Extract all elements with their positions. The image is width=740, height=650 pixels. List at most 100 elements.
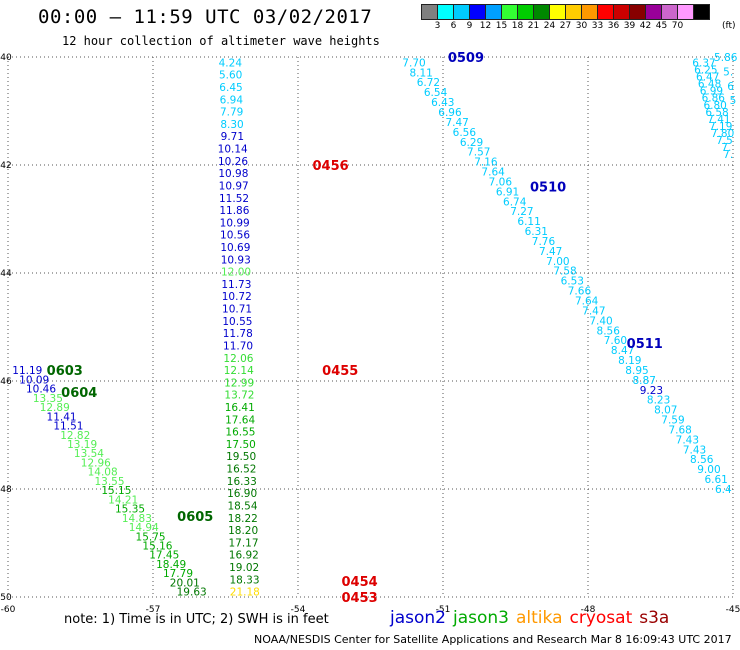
swh-value: 7.70 [402, 57, 425, 69]
swh-value: 6.61 [704, 474, 727, 486]
lat-label: -40 [0, 53, 12, 63]
swh-value: 7.06 [489, 176, 513, 188]
swh-value: 17.64 [225, 414, 255, 426]
pass-time-label: 0604 [61, 386, 97, 401]
footnote: note: 1) Time is in UTC; 2) SWH is in fe… [64, 612, 329, 627]
swh-value: 11.70 [223, 340, 253, 352]
swh-value: 15.75 [136, 531, 166, 543]
swh-value: 8.47 [611, 345, 634, 357]
swh-value: 19.50 [226, 451, 256, 463]
swh-value: 7.57 [467, 147, 490, 159]
swh-value: 7. [721, 142, 731, 154]
swh-value: 13.19 [67, 439, 97, 451]
pass-time-label: 0605 [177, 510, 213, 525]
color-legend [421, 4, 710, 20]
pass-time-label: 0456 [313, 159, 349, 174]
swh-value: 6.45 [219, 82, 242, 94]
axis-labels: -40 -42 -44 -46 -48 -50 -60 -57 -54 -51 -48 -45 [0, 53, 740, 615]
satellite-name: s3a [639, 608, 670, 628]
swh-value: 7.5 [716, 135, 733, 147]
swh-value: 15.15 [101, 485, 131, 497]
track-0603: 11.1910.0910.4613.3512.8911.4111.5112.82… [12, 365, 206, 598]
swh-value: 11.19 [12, 365, 42, 377]
pass-time-label: 0510 [530, 181, 566, 196]
swh-value: 15.16 [142, 540, 172, 552]
color-legend-label: 33 [591, 21, 604, 31]
swh-value: 8.11 [409, 67, 432, 79]
swh-value: 19.63 [177, 587, 207, 599]
swh-value: 14.83 [122, 513, 152, 525]
swh-value: 6.37 [692, 57, 715, 69]
swh-value: 9.00 [697, 464, 720, 476]
swh-value: 6.86 [702, 93, 726, 105]
swh-value: 8.30 [220, 119, 243, 131]
pass-time-label: 0453 [342, 591, 378, 606]
swh-value: 16.55 [225, 427, 255, 439]
swh-value: 5 [730, 95, 737, 107]
swh-value: 12.06 [223, 353, 253, 365]
swh-value: 10.46 [26, 384, 56, 396]
swh-value: 10.55 [222, 316, 252, 328]
swh-value: 13.55 [94, 476, 124, 488]
track-0456: 4.245.606.456.947.798.309.7110.1410.2610… [218, 57, 260, 598]
swh-value: 10.93 [221, 254, 251, 266]
swh-value: 8.56 [597, 325, 621, 337]
swh-value: 6.74 [503, 196, 527, 208]
swh-value: 6.99 [700, 86, 723, 98]
swh-value: 17.45 [149, 550, 179, 562]
swh-value: 7.00 [546, 256, 569, 268]
swh-value: 7.19 [709, 121, 732, 133]
swh-value: 6.56 [453, 127, 477, 139]
swh-value: 4.24 [219, 57, 243, 69]
swh-value: 7.47 [539, 246, 562, 258]
swh-value: 13.54 [74, 448, 104, 460]
swh-value: 10.56 [220, 230, 250, 242]
swh-value: 11.41 [47, 411, 77, 423]
swh-value: 18.54 [227, 500, 257, 512]
lat-label: -46 [0, 377, 12, 387]
pass-time-label: 0511 [627, 337, 663, 352]
swh-value: 14.21 [108, 494, 138, 506]
color-legend-label: 36 [607, 21, 620, 31]
swh-value: 5.86 [714, 52, 738, 64]
swh-value: 12.00 [221, 267, 251, 279]
swh-value: 16.90 [227, 488, 257, 500]
track-east: 6.376.256.476.486.996.866.806.587.417.19… [692, 57, 734, 161]
swh-value: 20.01 [170, 577, 200, 589]
swh-value: 7.64 [575, 296, 599, 308]
swh-value: 7.79 [220, 107, 243, 119]
pass-time-label: 0603 [47, 364, 83, 379]
color-legend-label: 24 [543, 21, 556, 31]
lon-label: -54 [291, 605, 306, 615]
color-legend-label: 18 [511, 21, 524, 31]
lat-label: -50 [0, 593, 12, 603]
swh-value: 7.60 [604, 335, 627, 347]
color-legend-label: 30 [575, 21, 588, 31]
swh-value: 16.52 [226, 464, 256, 476]
swh-value: 6.29 [460, 137, 483, 149]
track-east-2: 5.86 5. 6 5 [714, 52, 738, 107]
swh-value: 7. [723, 149, 733, 161]
swh-value: 12.14 [224, 365, 254, 377]
swh-value: 21.18 [230, 587, 260, 599]
color-legend-label: 42 [639, 21, 652, 31]
altimeter-tracks: 4.245.606.456.947.798.309.7110.1410.2610… [12, 52, 737, 599]
chart-subtitle: 12 hour collection of altimeter wave hei… [62, 34, 380, 48]
swh-value: 7.47 [582, 305, 605, 317]
swh-value: 14.94 [129, 522, 159, 534]
swh-value: 6.43 [431, 97, 454, 109]
swh-value: 6.96 [438, 107, 462, 119]
color-legend-label: 3 [434, 21, 441, 31]
lon-label: -45 [726, 605, 740, 615]
swh-value: 10.09 [19, 374, 49, 386]
swh-value: 6.54 [424, 87, 448, 99]
swh-value: 9.23 [640, 385, 663, 397]
swh-value: 7.16 [474, 157, 498, 169]
swh-value: 6.80 [703, 100, 726, 112]
satellite-legend: jason2 jason3 altika cryosat s3a [390, 608, 676, 628]
swh-value: 10.98 [218, 168, 248, 180]
swh-value: 8.23 [647, 395, 670, 407]
color-legend-label: 12 [479, 21, 492, 31]
